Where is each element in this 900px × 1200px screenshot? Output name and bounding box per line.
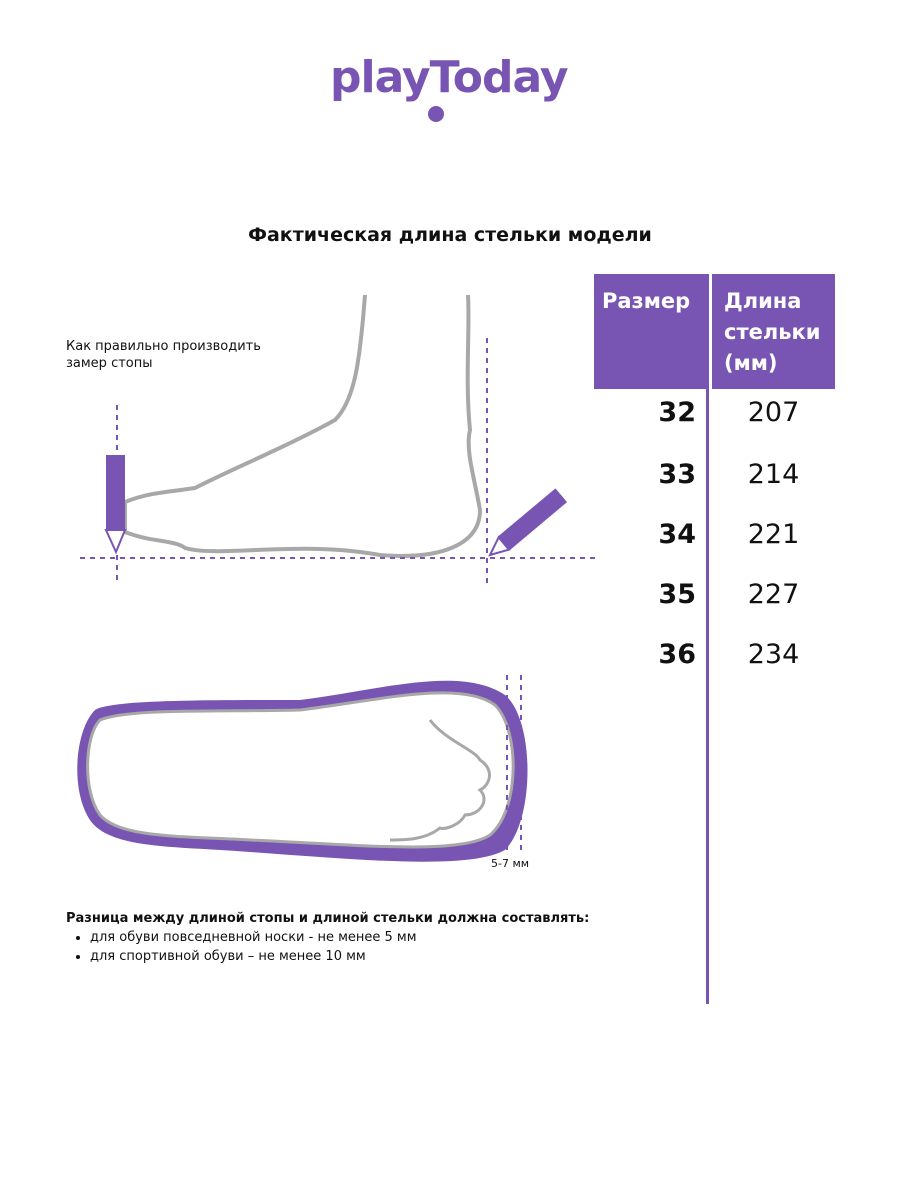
length-cell: 207 <box>747 397 800 428</box>
brand-logo: playToday <box>330 52 569 103</box>
size-cell: 33 <box>658 459 696 490</box>
note-title: Разница между длиной стопы и длиной стел… <box>66 911 590 926</box>
pencil-left-icon <box>104 455 127 555</box>
howto-text: Как правильно производить замер стопы <box>66 339 261 371</box>
pencil-right-icon <box>488 488 568 557</box>
sole-icon <box>77 680 528 862</box>
length-cell: 227 <box>747 579 800 610</box>
table-divider <box>706 274 709 1004</box>
length-cell: 221 <box>747 519 800 550</box>
side-foot-icon <box>123 294 483 558</box>
note-item: для обуви повседневной носки - не менее … <box>90 930 589 945</box>
foot-illustration <box>77 294 600 862</box>
page-title: Фактическая длина стельки модели <box>248 224 652 246</box>
length-cell: 234 <box>747 639 800 670</box>
length-cell: 214 <box>747 459 800 490</box>
header-length: Длина стельки (мм) <box>712 274 835 389</box>
size-cell: 34 <box>658 519 696 550</box>
fit-note: Разница между длиной стопы и длиной стел… <box>66 911 589 968</box>
header-size: Размер <box>594 274 707 389</box>
size-cell: 35 <box>658 579 696 610</box>
logo-dot <box>428 106 444 122</box>
gap-label: 5-7 мм <box>491 857 530 870</box>
measure-lines <box>80 338 600 585</box>
note-item: для спортивной обуви – не менее 10 мм <box>90 949 589 964</box>
size-cell: 32 <box>658 397 696 428</box>
size-cell: 36 <box>658 639 696 670</box>
